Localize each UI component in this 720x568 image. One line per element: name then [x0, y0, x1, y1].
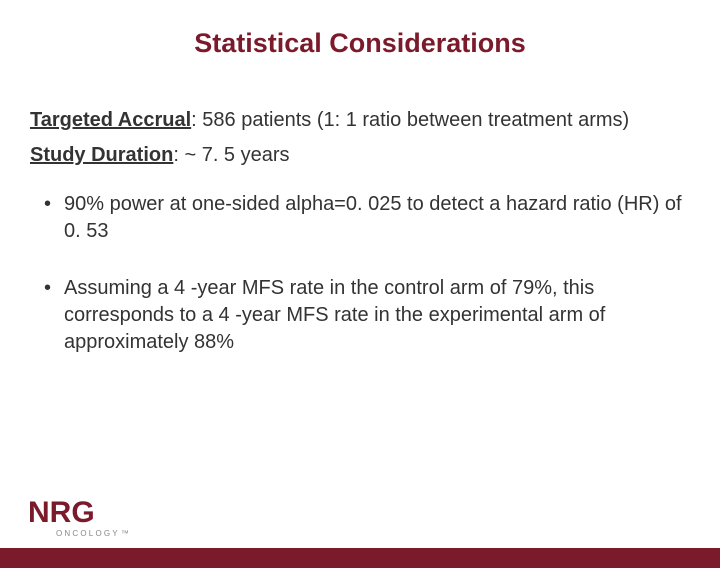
accrual-text: : 586 patients (1: 1 ratio between treat… — [191, 109, 629, 131]
logo-letters: NRG — [28, 496, 95, 529]
duration-label: Study Duration — [30, 144, 173, 166]
slide-container: Statistical Considerations Targeted Accr… — [0, 28, 720, 568]
logo-main-text: NRG — [28, 498, 131, 528]
trademark-icon: ™ — [121, 529, 131, 538]
logo-sub-letters: ONCOLOGY — [56, 529, 120, 538]
bullet-list: 90% power at one-sided alpha=0. 025 to d… — [30, 191, 690, 356]
duration-paragraph: Study Duration: ~ 7. 5 years — [30, 142, 690, 169]
accrual-paragraph: Targeted Accrual: 586 patients (1: 1 rat… — [30, 107, 690, 134]
slide-title: Statistical Considerations — [40, 28, 680, 59]
slide-content: Targeted Accrual: 586 patients (1: 1 rat… — [0, 107, 720, 356]
nrg-logo: NRG ONCOLOGY™ — [28, 498, 131, 538]
footer-bar — [0, 548, 720, 568]
bullet-item: 90% power at one-sided alpha=0. 025 to d… — [44, 191, 690, 245]
accrual-label: Targeted Accrual — [30, 109, 191, 131]
bullet-item: Assuming a 4 -year MFS rate in the contr… — [44, 275, 690, 356]
logo-sub-text: ONCOLOGY™ — [56, 529, 131, 538]
duration-text: : ~ 7. 5 years — [173, 144, 289, 166]
